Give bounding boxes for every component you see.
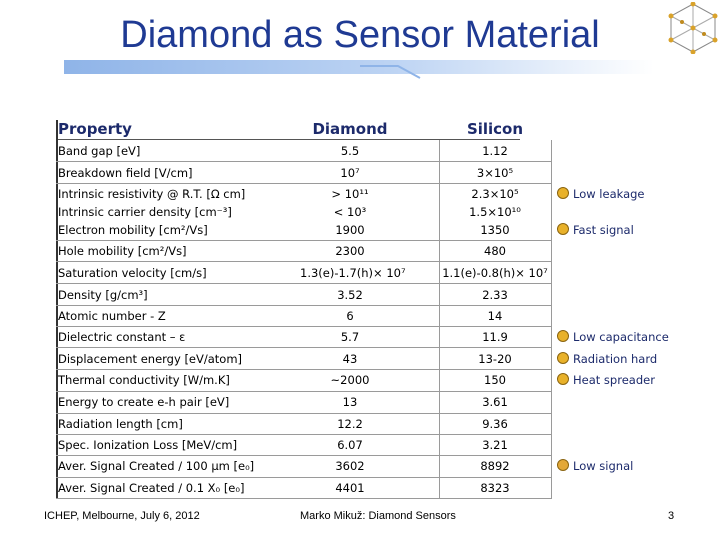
property-cell: Spec. Ionization Loss [MeV/cm] [58,438,238,452]
diamond-cell: < 10³ [333,205,367,219]
table-left-border [56,120,58,498]
row-divider [56,261,552,262]
diamond-cell: 12.2 [337,417,363,431]
row-divider [56,305,552,306]
row-divider [56,283,552,284]
diamond-cell: ~2000 [330,373,370,387]
note-radiation-hard: Radiation hard [557,352,657,366]
row-divider [56,326,552,327]
silicon-cell: 150 [484,373,506,387]
silicon-cell: 8323 [480,481,510,495]
property-cell: Energy to create e-h pair [eV] [58,395,230,409]
footer-conference: ICHEP, Melbourne, July 6, 2012 [44,510,200,522]
diamond-cell: 13 [342,395,358,409]
property-cell: Density [g/cm³] [58,288,148,302]
diamond-cell: > 10¹¹ [331,187,369,201]
row-divider [56,391,552,392]
diamond-cell: 4401 [335,481,365,495]
table-column-divider [439,140,440,498]
silicon-cell: 11.9 [482,330,508,344]
property-cell: Electron mobility [cm²/Vs] [58,223,208,237]
property-cell: Hole mobility [cm²/Vs] [58,244,187,258]
diamond-cell: 1.3(e)-1.7(h)× 10⁷ [300,266,406,280]
diamond-cell: 5.7 [340,330,360,344]
silicon-cell: 3×10⁵ [476,166,514,180]
note-fast-signal: Fast signal [557,223,634,237]
title-swoosh [360,65,421,79]
property-cell: Atomic number - Z [58,309,166,323]
silicon-cell: 1.1(e)-0.8(h)× 10⁷ [442,266,548,280]
smiley-face-icon [557,352,569,364]
property-cell: Saturation velocity [cm/s] [58,266,207,280]
header-property: Property [58,120,132,138]
diamond-cell: 43 [342,352,358,366]
diamond-cell: 6 [346,309,354,323]
silicon-cell: 13-20 [478,352,512,366]
row-divider [56,183,552,184]
slide-title: Diamond as Sensor Material [120,14,600,56]
silicon-cell: 3.61 [482,395,508,409]
title-underline-bar [64,60,654,74]
property-cell: Displacement energy [eV/atom] [58,352,243,366]
property-cell: Aver. Signal Created / 100 μm [e₀] [58,459,255,473]
header-silicon: Silicon [466,120,524,138]
smiley-face-icon [557,187,569,199]
diamond-cell: 10⁷ [340,166,360,180]
silicon-cell: 3.21 [482,438,508,452]
frowny-face-icon [557,459,569,471]
row-divider [56,434,552,435]
silicon-cell: 8892 [480,459,510,473]
header-diamond: Diamond [312,120,388,138]
diamond-cell: 3602 [335,459,365,473]
row-divider [56,240,552,241]
silicon-cell: 2.3×10⁵ [471,187,519,201]
note-heat-spreader: Heat spreader [557,373,655,387]
smiley-face-icon [557,373,569,385]
smiley-face-icon [557,223,569,235]
silicon-cell: 9.36 [482,417,508,431]
diamond-cell: 6.07 [337,438,363,452]
silicon-cell: 14 [487,309,503,323]
property-cell: Breakdown field [V/cm] [58,166,193,180]
row-divider [56,498,552,499]
header-divider [56,139,520,140]
silicon-cell: 480 [484,244,506,258]
silicon-cell: 1.5×10¹⁰ [469,205,521,219]
row-divider [56,369,552,370]
property-cell: Dielectric constant – ε [58,330,186,344]
property-cell: Intrinsic carrier density [cm⁻³] [58,205,232,219]
silicon-cell: 1.12 [482,144,508,158]
diamond-cell: 3.52 [337,288,363,302]
property-cell: Band gap [eV] [58,144,141,158]
row-divider [56,413,552,414]
row-divider [56,347,552,348]
diamond-lattice-icon [668,2,718,54]
property-cell: Intrinsic resistivity @ R.T. [Ω cm] [58,187,246,201]
row-divider [56,161,552,162]
silicon-cell: 2.33 [482,288,508,302]
row-divider [56,477,552,478]
page-number: 3 [668,510,675,522]
note-low-signal: Low signal [557,459,633,473]
note-low-capacitance: Low capacitance [557,330,669,344]
diamond-cell: 2300 [335,244,365,258]
diamond-cell: 5.5 [340,144,360,158]
property-cell: Aver. Signal Created / 0.1 X₀ [e₀] [58,481,245,495]
property-cell: Thermal conductivity [W/m.K] [58,373,230,387]
footer-author: Marko Mikuž: Diamond Sensors [300,510,456,522]
diamond-cell: 1900 [335,223,365,237]
note-low-leakage: Low leakage [557,187,645,201]
property-cell: Radiation length [cm] [58,417,183,431]
row-divider [56,455,552,456]
table-right-border [551,140,552,498]
silicon-cell: 1350 [480,223,510,237]
smiley-face-icon [557,330,569,342]
